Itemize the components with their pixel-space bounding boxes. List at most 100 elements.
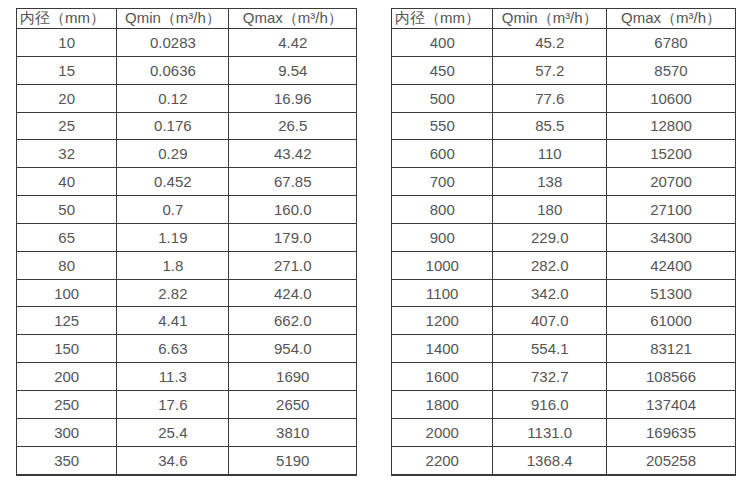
table-cell: 250 — [17, 390, 117, 418]
table-row: 20001131.0169635 — [392, 418, 736, 446]
table-cell: 1000 — [392, 251, 493, 279]
table-row: 1254.41662.0 — [17, 307, 357, 335]
table-cell: 65 — [17, 223, 117, 251]
table-cell: 282.0 — [493, 251, 607, 279]
table-cell: 1800 — [392, 390, 493, 418]
table-row: 400.45267.85 — [17, 168, 357, 196]
table-row: 30025.43810 — [17, 418, 357, 446]
table-cell: 662.0 — [229, 307, 357, 335]
table-row: 100.02834.42 — [17, 29, 357, 57]
table-cell: 1131.0 — [493, 418, 607, 446]
table-cell: 0.0283 — [117, 29, 229, 57]
table-row: 1000282.042400 — [392, 251, 736, 279]
table-row: 1100342.051300 — [392, 279, 736, 307]
table-cell: 67.85 — [229, 168, 357, 196]
column-header: 内径（mm） — [17, 9, 117, 29]
table-cell: 179.0 — [229, 223, 357, 251]
flow-rate-table-large-diameters: 内径（mm）Qmin（m³/h）Qmax（m³/h）40045.26780450… — [391, 8, 736, 476]
table-row: 651.19179.0 — [17, 223, 357, 251]
table-row: 200.1216.96 — [17, 84, 357, 112]
table-cell: 10600 — [606, 84, 735, 112]
table-cell: 40 — [17, 168, 117, 196]
flow-rate-spec-page: 内径（mm）Qmin（m³/h）Qmax（m³/h）100.02834.4215… — [0, 0, 750, 483]
table-cell: 1690 — [229, 363, 357, 391]
table-row: 22001368.4205258 — [392, 446, 736, 475]
table-cell: 0.12 — [117, 84, 229, 112]
table-row: 320.2943.42 — [17, 140, 357, 168]
table-row: 60011015200 — [392, 140, 736, 168]
table-cell: 180 — [493, 196, 607, 224]
column-header: Qmin（m³/h） — [493, 9, 607, 29]
table-cell: 9.54 — [229, 56, 357, 84]
table-cell: 137404 — [606, 390, 735, 418]
table-row: 500.7160.0 — [17, 196, 357, 224]
column-header: Qmax（m³/h） — [229, 9, 357, 29]
table-cell: 34300 — [606, 223, 735, 251]
table-cell: 10 — [17, 29, 117, 57]
table-cell: 550 — [392, 112, 493, 140]
table-row: 55085.512800 — [392, 112, 736, 140]
table-cell: 1100 — [392, 279, 493, 307]
table-cell: 77.6 — [493, 84, 607, 112]
table-cell: 16.96 — [229, 84, 357, 112]
table-cell: 954.0 — [229, 335, 357, 363]
table-cell: 4.42 — [229, 29, 357, 57]
table-cell: 51300 — [606, 279, 735, 307]
table-cell: 138 — [493, 168, 607, 196]
table-cell: 342.0 — [493, 279, 607, 307]
table-cell: 2650 — [229, 390, 357, 418]
table-cell: 11.3 — [117, 363, 229, 391]
table-row: 25017.62650 — [17, 390, 357, 418]
table-row: 1800916.0137404 — [392, 390, 736, 418]
table-row: 1002.82424.0 — [17, 279, 357, 307]
table-row: 20011.31690 — [17, 363, 357, 391]
table-cell: 15 — [17, 56, 117, 84]
table-cell: 6780 — [606, 29, 735, 57]
table-cell: 83121 — [606, 335, 735, 363]
table-cell: 1.8 — [117, 251, 229, 279]
table-cell: 300 — [17, 418, 117, 446]
table-row: 1600732.7108566 — [392, 363, 736, 391]
table-row: 50077.610600 — [392, 84, 736, 112]
table-cell: 205258 — [606, 446, 735, 475]
table-header-row: 内径（mm）Qmin（m³/h）Qmax（m³/h） — [392, 9, 736, 29]
table-cell: 554.1 — [493, 335, 607, 363]
table-cell: 20 — [17, 84, 117, 112]
table-row: 45057.28570 — [392, 56, 736, 84]
table-cell: 0.29 — [117, 140, 229, 168]
table-row: 250.17626.5 — [17, 112, 357, 140]
table-row: 801.8271.0 — [17, 251, 357, 279]
table-cell: 200 — [17, 363, 117, 391]
table-cell: 450 — [392, 56, 493, 84]
table-cell: 26.5 — [229, 112, 357, 140]
table-cell: 2.82 — [117, 279, 229, 307]
table-cell: 0.0636 — [117, 56, 229, 84]
table-cell: 27100 — [606, 196, 735, 224]
table-cell: 271.0 — [229, 251, 357, 279]
table-row: 900229.034300 — [392, 223, 736, 251]
table-cell: 34.6 — [117, 446, 229, 475]
table-cell: 400 — [392, 29, 493, 57]
table-cell: 424.0 — [229, 279, 357, 307]
table-row: 70013820700 — [392, 168, 736, 196]
table-cell: 4.41 — [117, 307, 229, 335]
table-cell: 125 — [17, 307, 117, 335]
table-cell: 50 — [17, 196, 117, 224]
table-row: 80018027100 — [392, 196, 736, 224]
column-header: Qmin（m³/h） — [117, 9, 229, 29]
table-cell: 229.0 — [493, 223, 607, 251]
table-cell: 15200 — [606, 140, 735, 168]
table-cell: 80 — [17, 251, 117, 279]
table-cell: 45.2 — [493, 29, 607, 57]
table-cell: 1200 — [392, 307, 493, 335]
column-header: Qmax（m³/h） — [606, 9, 735, 29]
table-cell: 1.19 — [117, 223, 229, 251]
table-cell: 32 — [17, 140, 117, 168]
table-cell: 85.5 — [493, 112, 607, 140]
table-cell: 0.176 — [117, 112, 229, 140]
table-row: 35034.65190 — [17, 446, 357, 475]
table-cell: 1400 — [392, 335, 493, 363]
table-cell: 2000 — [392, 418, 493, 446]
table-cell: 150 — [17, 335, 117, 363]
table-cell: 600 — [392, 140, 493, 168]
